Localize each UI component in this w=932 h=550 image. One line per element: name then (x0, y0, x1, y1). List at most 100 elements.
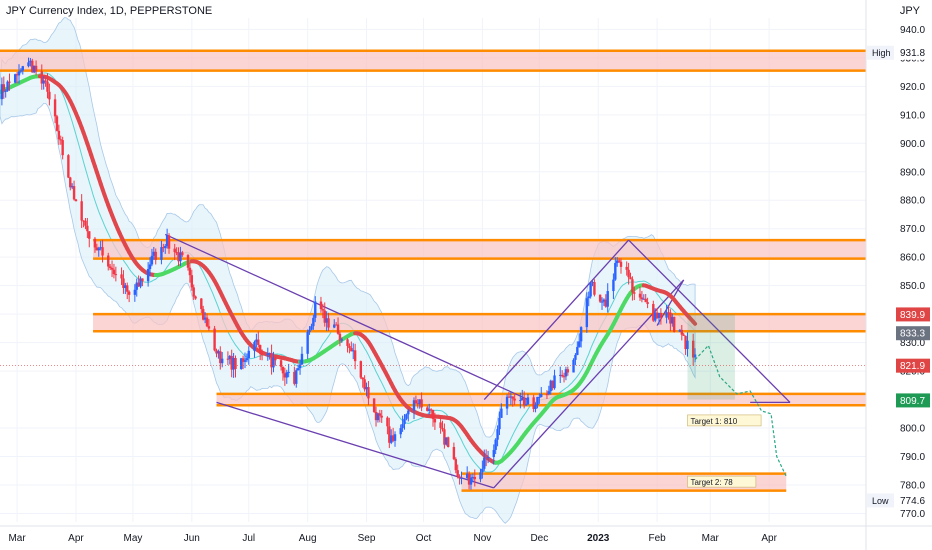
candle-body (296, 368, 300, 371)
candle-body (6, 81, 9, 91)
candle-body (213, 328, 216, 351)
candle-body (107, 255, 110, 267)
candle-body (638, 293, 642, 298)
price-label-box (896, 493, 930, 508)
candle-body (446, 437, 450, 447)
candle-body (21, 66, 24, 71)
candle-body (672, 316, 676, 332)
price-label-tag: High (872, 48, 891, 58)
price-tick-label: 870.0 (900, 224, 925, 235)
candle-body (72, 186, 76, 200)
candle-body (372, 398, 376, 412)
candle-body (247, 350, 250, 359)
candle-body (519, 400, 522, 402)
candle-body (255, 339, 258, 343)
time-tick-label: Dec (530, 533, 548, 544)
candle-body (407, 410, 410, 415)
candle-body (560, 374, 564, 377)
candle-body (486, 457, 490, 459)
candle-body (84, 220, 87, 226)
candle-body (686, 340, 689, 350)
target-label-text: Target 1: 810 (690, 417, 737, 426)
candle-body (97, 248, 100, 251)
candle-body (217, 351, 220, 354)
candle-body (551, 380, 554, 389)
candle-body (17, 71, 21, 76)
time-tick-label: Jul (242, 533, 255, 544)
channel-line (493, 279, 685, 489)
target-box (687, 314, 735, 400)
candle-body (192, 287, 195, 297)
candle-body (186, 255, 190, 268)
candle-body (538, 396, 541, 398)
candle-body (253, 342, 256, 351)
candle-body (272, 357, 275, 368)
candle-body (300, 353, 304, 365)
candle-body (549, 380, 552, 392)
candle-body (640, 297, 644, 300)
candle-body (88, 231, 91, 239)
candle-body (243, 360, 247, 362)
candle-body (154, 251, 157, 260)
candle-body (279, 360, 283, 367)
candle-body (53, 99, 57, 117)
time-axis[interactable]: Mar Apr May Jun Jul Aug Sep Oct Nov Dec 2023 Feb Mar… (0, 525, 932, 544)
candle-body (239, 358, 243, 369)
candle-body (591, 282, 594, 284)
price-label-value: 809.7 (900, 396, 925, 407)
candle-body (631, 279, 634, 293)
candle-body (513, 398, 516, 401)
candle-body (82, 220, 85, 222)
candle-body (386, 417, 389, 427)
candle-body (521, 397, 524, 401)
time-tick-label: Oct (416, 533, 432, 544)
candle-body (338, 333, 342, 341)
candle-body (507, 396, 511, 398)
candle-body (598, 294, 602, 302)
candle-body (653, 312, 657, 321)
candle-body (669, 312, 672, 324)
candle-body (617, 260, 621, 262)
candle-body (511, 396, 514, 399)
candle-body (429, 409, 433, 411)
candle-body (312, 317, 315, 327)
price-label-box (896, 326, 930, 341)
candle-body (644, 298, 647, 303)
candle-body (283, 373, 287, 378)
candle-body (600, 301, 604, 303)
candle-body (295, 370, 298, 384)
candle-body (380, 415, 383, 418)
candle-body (359, 361, 363, 378)
time-tick-label: Mar (8, 533, 26, 544)
candle-body (416, 403, 420, 405)
candle-body (484, 457, 488, 459)
candle-body (627, 269, 630, 278)
moving-average-ribbon (0, 74, 698, 465)
candle-body (652, 303, 655, 321)
candle-body (460, 478, 463, 480)
candle-body (361, 377, 364, 380)
candle-body (48, 91, 51, 100)
candle-body (245, 358, 249, 361)
candle-body (403, 418, 406, 425)
candle-body (494, 439, 497, 450)
candle-body (219, 351, 222, 364)
candle-body (27, 62, 30, 67)
candle-body (566, 369, 570, 373)
candle-body (310, 326, 313, 330)
price-label-box (896, 307, 930, 322)
candlestick-series (0, 57, 697, 490)
candle-body (619, 261, 623, 267)
zone-fill (216, 393, 866, 406)
candle-body (167, 235, 171, 249)
candle-body (181, 252, 184, 256)
time-tick-label: May (123, 533, 142, 544)
chart-title: JPY Currency Index, 1D, PEPPERSTONE (6, 5, 213, 17)
candle-body (680, 329, 683, 335)
price-label-value: 839.9 (900, 310, 925, 321)
candle-body (226, 358, 230, 360)
candle-body (194, 296, 197, 299)
channel-line (216, 401, 494, 489)
